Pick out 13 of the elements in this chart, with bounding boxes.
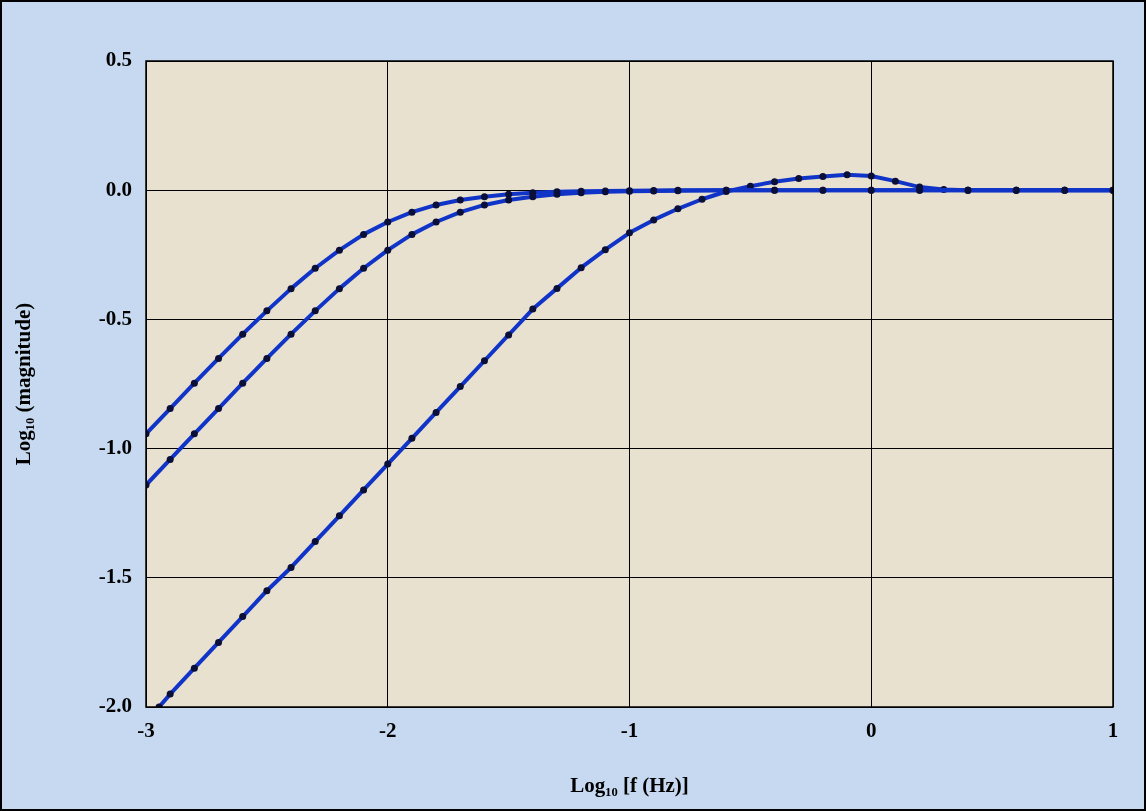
y-tick-label: 0.5 bbox=[105, 47, 132, 72]
y-tick-label: -1.5 bbox=[98, 564, 132, 589]
x-tick-label: -3 bbox=[137, 718, 155, 743]
y-tick-label: -2.0 bbox=[98, 693, 132, 718]
y-axis-title: Log₁₀ (magnitude) bbox=[11, 302, 36, 466]
y-tick-label: -1.0 bbox=[98, 435, 132, 460]
x-tick-label: 1 bbox=[1107, 718, 1119, 743]
x-tick-label: -2 bbox=[379, 718, 397, 743]
y-tick-label: -0.5 bbox=[98, 305, 132, 330]
x-axis-title: Log₁₀ [f (Hz)] bbox=[570, 772, 689, 797]
x-tick-label: 0 bbox=[866, 718, 877, 743]
x-tick-label: -1 bbox=[620, 718, 639, 743]
y-tick-label: 0.0 bbox=[105, 176, 132, 201]
